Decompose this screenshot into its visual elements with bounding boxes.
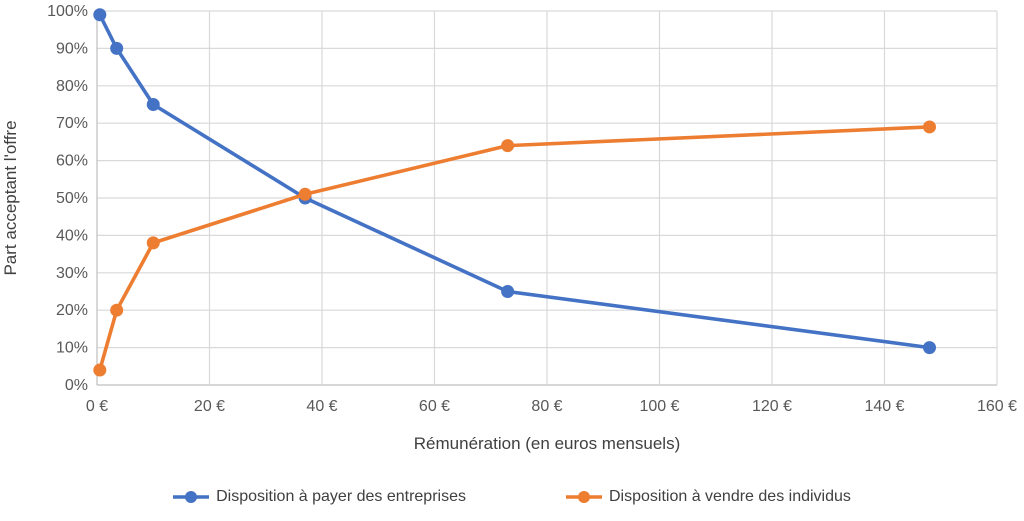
x-tick-label: 60 €: [419, 398, 450, 415]
legend-dot: [185, 491, 198, 503]
series-point-0: [93, 8, 107, 22]
legend-label-payer-entreprises: Disposition à payer des entreprises: [216, 488, 466, 505]
y-tick-label: 80%: [56, 78, 88, 95]
y-tick-label: 30%: [56, 265, 88, 282]
series-point-0: [501, 285, 515, 298]
series-point-1: [146, 236, 160, 250]
x-tick-label: 160 €: [977, 398, 1017, 415]
series-point-1: [923, 120, 936, 134]
y-tick-label: 50%: [56, 190, 88, 207]
x-tick-label: 40 €: [306, 398, 337, 415]
y-tick-label: 20%: [56, 302, 88, 319]
y-tick-label: 10%: [56, 340, 88, 357]
y-tick-label: 90%: [56, 40, 88, 57]
series-line-0: [98, 12, 932, 350]
y-tick-label: 70%: [56, 115, 88, 132]
x-tick-label: 20 €: [194, 398, 225, 415]
legend-item-vendre-individus: Disposition à vendre des individus: [565, 488, 851, 506]
y-tick-label: 60%: [56, 153, 88, 170]
y-tick-label: 40%: [56, 227, 88, 244]
legend-item-payer-entreprises: Disposition à payer des entreprises: [173, 488, 466, 506]
x-tick-label: 80 €: [531, 398, 562, 415]
series-point-0: [110, 41, 124, 55]
y-axis-title: Part acceptant l'offre: [1, 120, 20, 275]
plot-area: 0% 10% 20% 30% 40% 50% 60% 70% 80% 90% 100% 0 € 20 €…: [1, 3, 1017, 453]
y-tick-label: 0%: [65, 377, 88, 394]
legend-dot: [577, 491, 590, 503]
x-tick-label: 140 €: [864, 398, 904, 415]
series-point-1: [298, 187, 312, 201]
legend-line-marker-icon: [173, 491, 210, 503]
legend-line-marker-icon: [565, 491, 602, 503]
series-line-1: [98, 125, 932, 372]
series-point-0: [923, 341, 936, 355]
series-point-1: [93, 363, 107, 377]
chart-legend: Disposition à payer des entreprises Disp…: [0, 488, 1024, 506]
series-point-0: [146, 98, 160, 111]
series-point-1: [501, 139, 515, 153]
x-tick-label: 100 €: [639, 398, 679, 415]
x-tick-label: 0 €: [86, 398, 108, 415]
x-tick-label: 120 €: [752, 398, 792, 415]
series-point-1: [110, 303, 124, 317]
x-axis-title: Rémunération (en euros mensuels): [414, 434, 680, 453]
y-tick-label: 100%: [47, 3, 88, 20]
legend-label-vendre-individus: Disposition à vendre des individus: [608, 488, 851, 505]
